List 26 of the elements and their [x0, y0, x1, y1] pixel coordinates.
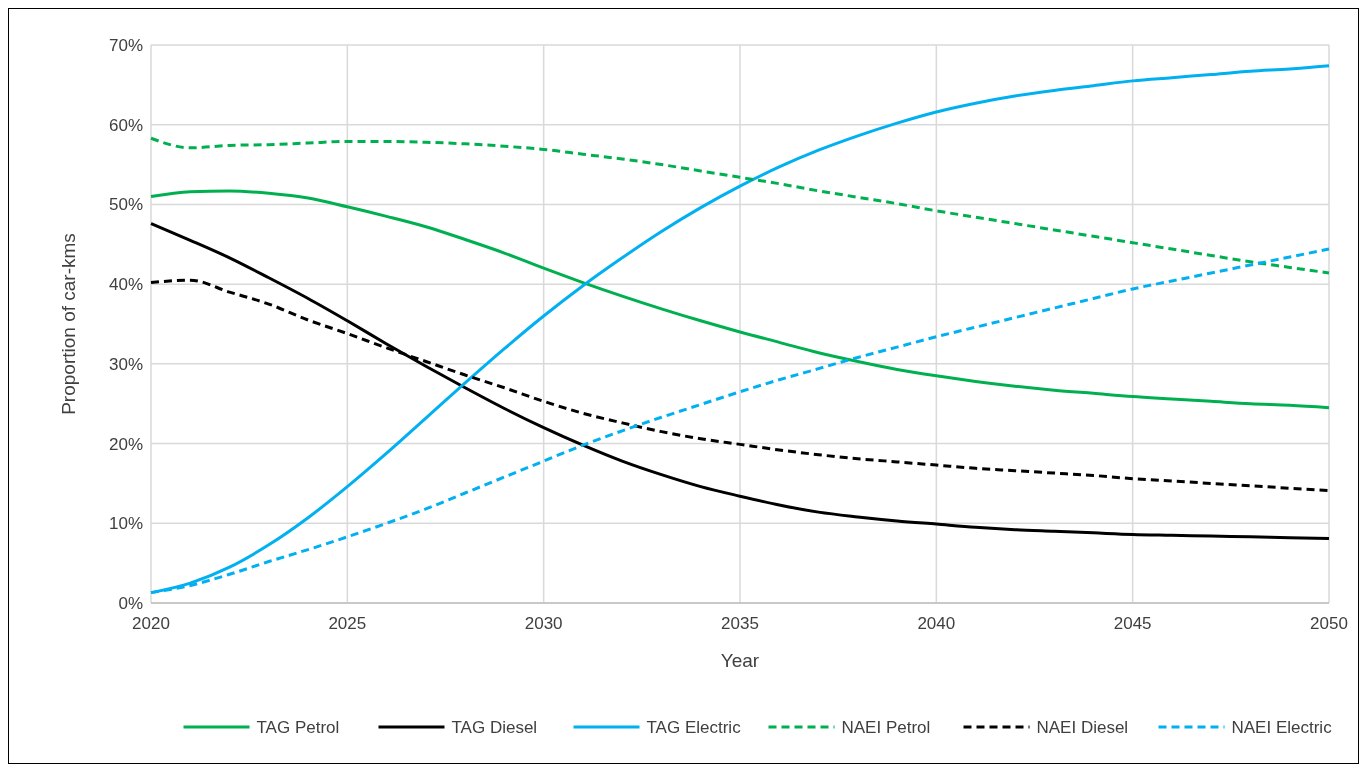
x-tick-label: 2050 — [1310, 614, 1348, 633]
line-series — [149, 189, 1331, 410]
x-tick-label: 2020 — [132, 614, 170, 633]
y-tick-label: 50% — [108, 195, 143, 215]
legend-label: TAG Electric — [646, 717, 742, 737]
x-tick-label: 2045 — [1113, 614, 1152, 633]
legend-label: NAEI Petrol — [841, 717, 931, 737]
y-tick-label: 10% — [108, 514, 143, 534]
legend-label: NAEI Diesel — [1036, 717, 1129, 737]
y-tick-label: 30% — [108, 354, 143, 374]
y-tick-label: 20% — [108, 434, 143, 454]
x-axis-title: Year — [720, 650, 760, 671]
y-tick-label: 70% — [108, 35, 143, 55]
line-series — [149, 136, 1331, 275]
x-tick-label: 2030 — [524, 614, 563, 633]
y-tick-label: 0% — [118, 593, 143, 613]
x-tick-label: 2035 — [721, 614, 759, 633]
line-series — [149, 222, 1331, 540]
legend-label: TAG Petrol — [256, 717, 340, 737]
x-tick-label: 2040 — [917, 614, 956, 633]
y-axis-title: Proportion of car-kms — [58, 233, 79, 415]
legend-label: NAEI Electric — [1231, 717, 1333, 737]
x-tick-label: 2025 — [328, 614, 367, 633]
y-tick-label: 60% — [108, 115, 143, 135]
legend-label: TAG Diesel — [451, 717, 538, 737]
y-tick-label: 40% — [108, 275, 143, 295]
